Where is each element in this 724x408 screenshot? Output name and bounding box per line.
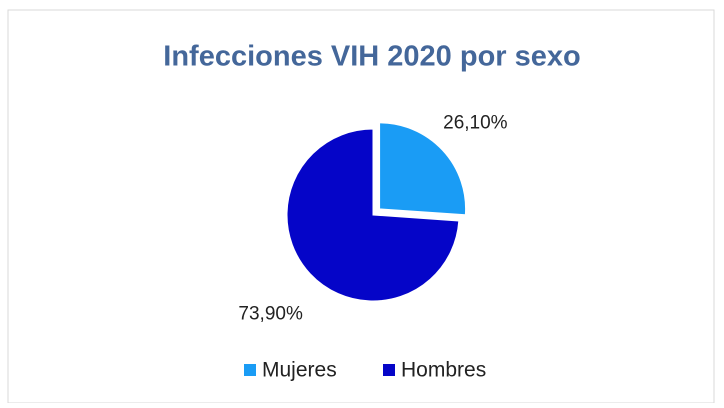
pie-slice <box>286 128 460 302</box>
legend-label: Hombres <box>401 359 486 382</box>
pie-slice <box>379 122 467 216</box>
data-label: 26,10% <box>443 113 508 134</box>
legend-swatch <box>244 364 256 376</box>
legend-swatch <box>383 364 395 376</box>
data-label: 73,90% <box>238 304 303 325</box>
legend-label: Mujeres <box>262 359 337 382</box>
chart-title: Infecciones VIH 2020 por sexo <box>163 41 580 73</box>
